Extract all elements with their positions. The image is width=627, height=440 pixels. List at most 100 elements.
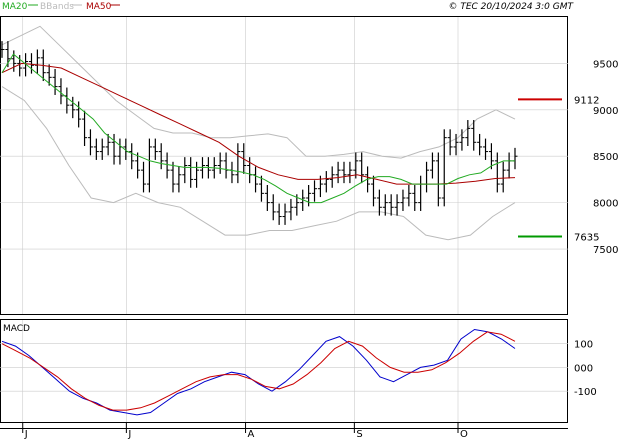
macd-line <box>1 328 516 416</box>
price-tick-4: 7500 <box>593 245 618 256</box>
price-markers: 9112 7635 <box>518 95 599 244</box>
ohlc-bar-75 <box>441 129 447 207</box>
ohlc-bar-72 <box>424 161 430 193</box>
chart-legend: MA20 BBands MA50 <box>2 2 120 12</box>
ohlc-bar-33 <box>194 161 200 188</box>
ohlc-bar-58 <box>341 161 347 184</box>
ohlc-bar-40 <box>235 143 241 184</box>
macd-tick-0: 100 <box>574 340 593 351</box>
ohlc-bar-64 <box>376 189 382 216</box>
ohlc-bar-45 <box>264 184 270 211</box>
ohlc-bar-8 <box>46 64 52 86</box>
ohlc-bar-56 <box>329 166 335 188</box>
ohlc-bar-32 <box>188 157 194 188</box>
ohlc-bar-68 <box>400 189 406 211</box>
ohlc-bar-29 <box>170 161 176 193</box>
ohlc-bar-67 <box>394 194 400 216</box>
price-tick-1: 9000 <box>593 106 618 117</box>
price-tick-0: 9500 <box>593 59 618 70</box>
ohlc-bar-81 <box>477 133 483 156</box>
moving-averages <box>1 53 516 204</box>
legend-ma20: MA20 <box>2 2 28 12</box>
ohlc-bar-87 <box>512 147 518 170</box>
ohlc-bar-52 <box>306 184 312 207</box>
ohlc-bars <box>0 41 518 225</box>
ohlc-bar-84 <box>494 152 500 193</box>
legend-ma50: MA50 <box>86 2 112 12</box>
ohlc-bar-39 <box>229 161 235 184</box>
price-axis-labels: 9500 9000 8500 8000 7500 <box>593 59 618 256</box>
price-tick-2: 8500 <box>593 152 618 163</box>
copyright-text: © TEC 20/10/2024 3:0 GMT <box>448 2 574 12</box>
ohlc-bar-55 <box>323 171 329 193</box>
marker-label-1: 7635 <box>574 233 599 244</box>
ohlc-bar-53 <box>312 180 318 202</box>
ohlc-bar-73 <box>429 152 435 179</box>
ohlc-bar-19 <box>111 133 117 165</box>
ohlc-bar-25 <box>146 138 152 193</box>
ohlc-bar-30 <box>176 166 182 193</box>
ohlc-bar-20 <box>117 138 123 165</box>
ohlc-bar-44 <box>258 175 264 202</box>
ohlc-bar-15 <box>87 129 93 156</box>
ohlc-bar-0 <box>0 41 5 58</box>
macd-tick-2: -100 <box>574 387 597 398</box>
ohlc-bar-83 <box>488 143 494 170</box>
date-label-0: J <box>24 429 28 440</box>
ohlc-bar-14 <box>82 110 88 147</box>
ohlc-bar-79 <box>465 120 471 147</box>
ohlc-bar-2 <box>11 50 17 72</box>
ohlc-bar-82 <box>483 138 489 160</box>
ohlc-bar-5 <box>28 53 34 74</box>
ohlc-bar-13 <box>76 101 82 128</box>
ohlc-bar-66 <box>388 194 394 216</box>
ohlc-bar-24 <box>141 161 147 193</box>
ohlc-bar-9 <box>52 68 58 95</box>
ohlc-bar-60 <box>353 152 359 179</box>
ohlc-bar-78 <box>459 129 465 151</box>
ohlc-bar-47 <box>276 203 282 225</box>
ohlc-bar-48 <box>282 203 288 225</box>
ohlc-bar-74 <box>435 152 441 207</box>
ohlc-bar-71 <box>418 175 424 211</box>
bband-lower-line <box>1 86 516 241</box>
ohlc-bar-57 <box>335 161 341 184</box>
ohlc-bar-85 <box>500 161 506 193</box>
ohlc-bar-61 <box>359 152 365 184</box>
ohlc-bar-27 <box>158 143 164 170</box>
ohlc-bar-22 <box>129 143 135 170</box>
ohlc-bar-80 <box>471 120 477 151</box>
marker-label-0: 9112 <box>574 95 599 106</box>
ohlc-bar-12 <box>70 96 76 119</box>
ohlc-bar-70 <box>412 184 418 211</box>
ohlc-bar-16 <box>93 138 99 160</box>
macd-panel-frame <box>0 319 568 423</box>
ohlc-bar-28 <box>164 152 170 179</box>
date-label-4: O <box>460 429 468 440</box>
ohlc-bar-51 <box>300 189 306 211</box>
macd-tick-1: 000 <box>574 363 593 374</box>
macd-label: MACD <box>3 324 30 334</box>
ohlc-bar-69 <box>406 184 412 207</box>
ohlc-bar-23 <box>135 152 141 179</box>
ohlc-bar-4 <box>23 53 29 77</box>
grid-lines <box>0 17 568 422</box>
ohlc-bar-17 <box>99 138 105 160</box>
ohlc-bar-46 <box>270 194 276 221</box>
bband-upper-line <box>1 25 516 159</box>
ohlc-bar-63 <box>370 175 376 207</box>
date-label-1: J <box>127 429 131 440</box>
price-panel-frame <box>0 16 568 315</box>
ohlc-bar-77 <box>453 133 459 156</box>
ohlc-bar-26 <box>152 138 158 160</box>
ohlc-bar-49 <box>288 198 294 221</box>
ohlc-bar-76 <box>447 129 453 156</box>
bollinger-bands <box>1 25 516 241</box>
ohlc-bar-65 <box>382 194 388 216</box>
signal-line <box>1 331 516 411</box>
ohlc-bar-31 <box>182 157 188 184</box>
ohlc-bar-37 <box>217 152 223 174</box>
price-tick-3: 8000 <box>593 199 618 210</box>
